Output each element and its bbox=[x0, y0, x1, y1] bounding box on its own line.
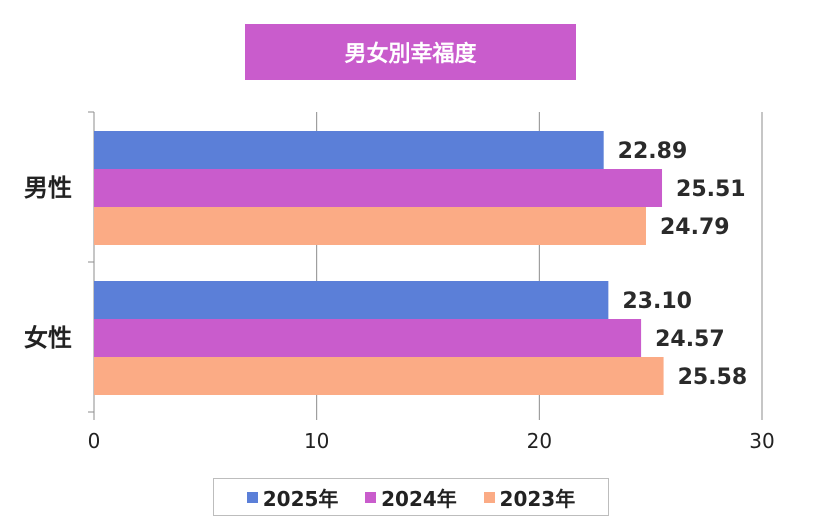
bar-男性-2025年 bbox=[94, 131, 604, 169]
legend-item-0: 2025年 bbox=[246, 483, 339, 512]
legend-swatch bbox=[246, 491, 258, 503]
data-label: 25.58 bbox=[678, 365, 748, 390]
x-tick-label: 20 bbox=[527, 429, 552, 453]
legend-swatch bbox=[483, 491, 495, 503]
bar-女性-2024年 bbox=[94, 319, 642, 357]
bar-男性-2024年 bbox=[94, 169, 663, 207]
bar-男性-2023年 bbox=[94, 207, 646, 245]
legend-label: 2025年 bbox=[262, 486, 339, 511]
bar-女性-2025年 bbox=[94, 281, 609, 319]
legend-swatch bbox=[365, 491, 377, 503]
x-tick-label: 0 bbox=[88, 429, 101, 453]
legend-item-2: 2023年 bbox=[483, 483, 576, 512]
data-label: 23.10 bbox=[622, 289, 692, 314]
data-label: 22.89 bbox=[618, 139, 688, 164]
legend-item-1: 2024年 bbox=[365, 483, 457, 512]
bar-chart: 0 10 20 30 22.89 25.51 24.79 男性 23.10 24.57 25.58 女… bbox=[24, 111, 775, 453]
category-label: 男性 bbox=[24, 174, 72, 202]
data-label: 24.79 bbox=[660, 215, 730, 240]
x-tick-label: 30 bbox=[749, 429, 774, 453]
data-label: 24.57 bbox=[655, 327, 725, 352]
legend-label: 2024年 bbox=[381, 486, 457, 511]
category-label: 女性 bbox=[24, 324, 72, 352]
legend-label: 2023年 bbox=[499, 486, 576, 511]
chart-title: 男女別幸福度 bbox=[245, 24, 576, 80]
chart-legend: 2025年 2024年 2023年 bbox=[213, 478, 609, 516]
x-tick-label: 10 bbox=[304, 429, 329, 453]
data-label: 25.51 bbox=[676, 177, 746, 202]
bar-女性-2023年 bbox=[94, 357, 664, 395]
